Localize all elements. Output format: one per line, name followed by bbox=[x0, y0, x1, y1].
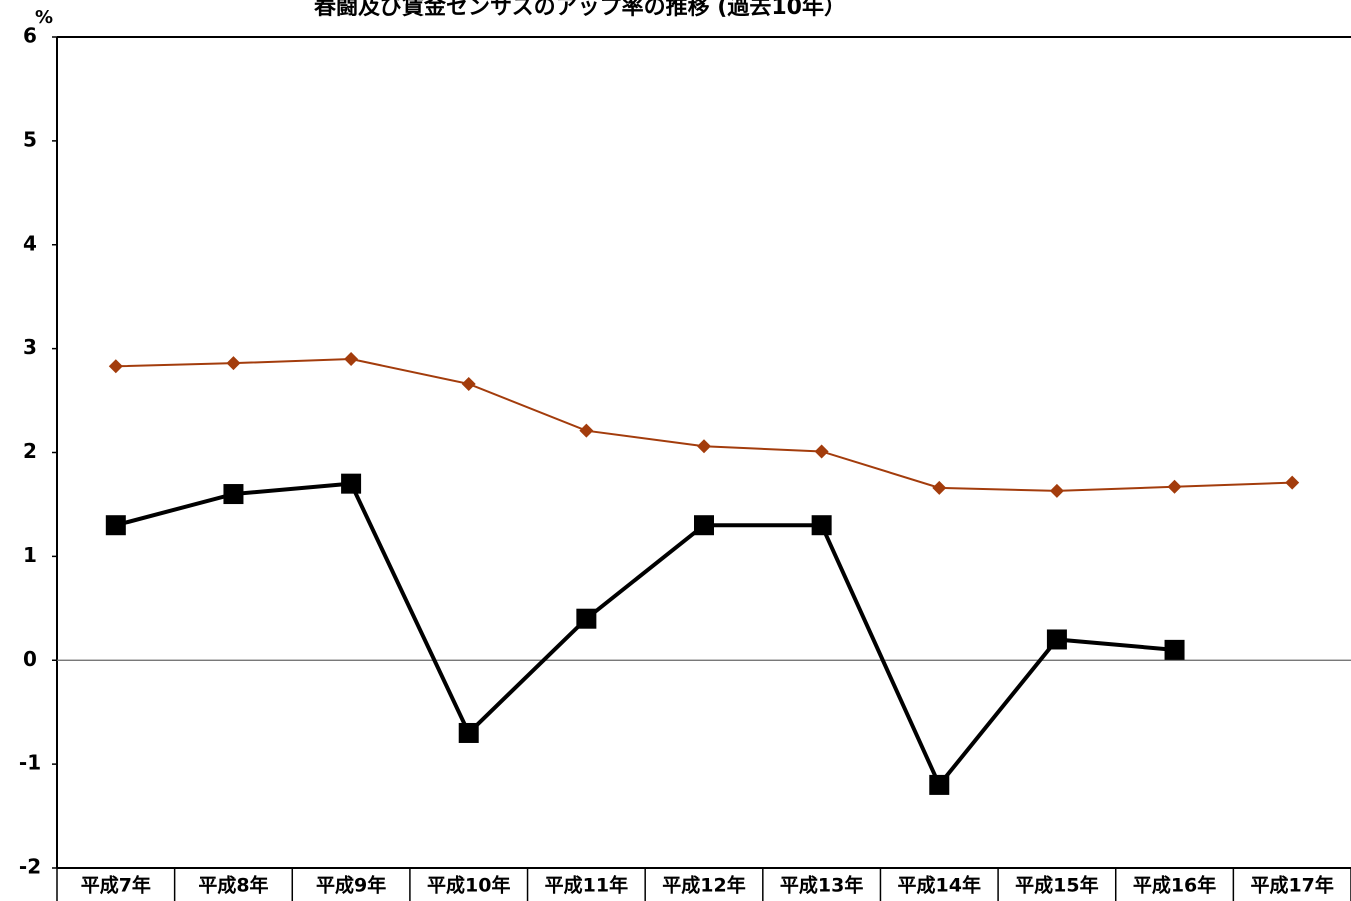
point-marker bbox=[576, 608, 597, 629]
point-marker bbox=[1049, 483, 1064, 498]
point-marker bbox=[226, 356, 241, 371]
point-marker bbox=[932, 480, 947, 495]
y-tick-label: 4 bbox=[23, 231, 37, 255]
series-line bbox=[115, 481, 1175, 789]
y-tick-label: 2 bbox=[23, 439, 37, 463]
point-marker bbox=[579, 423, 594, 438]
x-tick-label: 平成14年 bbox=[898, 874, 981, 897]
y-tick-label: 6 bbox=[23, 24, 37, 48]
x-tick-label: 平成8年 bbox=[198, 874, 268, 897]
x-tick-label: 平成16年 bbox=[1133, 874, 1216, 897]
x-tick-label: 平成15年 bbox=[1015, 874, 1098, 897]
x-tick-label: 平成12年 bbox=[662, 874, 745, 897]
point-marker bbox=[811, 515, 832, 536]
point-marker bbox=[1285, 475, 1300, 490]
y-tick-label: 3 bbox=[23, 335, 37, 359]
y-tick-label: 1 bbox=[23, 543, 37, 567]
point-marker bbox=[223, 484, 244, 505]
x-tick-label: 平成9年 bbox=[316, 874, 386, 897]
point-marker bbox=[694, 515, 714, 536]
x-tick-label: 平成11年 bbox=[545, 874, 628, 897]
x-tick-label: 平成13年 bbox=[780, 874, 863, 897]
y-tick-label: 5 bbox=[23, 127, 37, 151]
y-tick-label: 0 bbox=[23, 647, 37, 671]
point-marker bbox=[341, 473, 362, 494]
y-axis-unit: % bbox=[35, 7, 53, 28]
point-marker bbox=[697, 439, 711, 454]
x-tick-label: 平成7年 bbox=[81, 874, 151, 897]
series-line bbox=[115, 358, 1293, 492]
x-tick-label: 平成10年 bbox=[427, 874, 510, 897]
point-marker bbox=[1164, 639, 1185, 660]
point-marker bbox=[814, 444, 829, 459]
point-marker bbox=[458, 722, 479, 743]
point-marker bbox=[108, 359, 123, 374]
point-marker bbox=[344, 352, 359, 367]
point-marker bbox=[1167, 479, 1182, 494]
y-tick-label: -2 bbox=[19, 855, 41, 879]
point-marker bbox=[1046, 629, 1067, 650]
x-tick-label: 平成17年 bbox=[1250, 874, 1333, 897]
point-marker bbox=[461, 376, 476, 391]
chart-title: 春闘及び賃金センサスのアップ率の推移 (過去10年） bbox=[314, 0, 846, 20]
point-marker bbox=[929, 774, 950, 795]
point-marker bbox=[105, 515, 126, 536]
y-tick-label: -1 bbox=[19, 751, 41, 775]
